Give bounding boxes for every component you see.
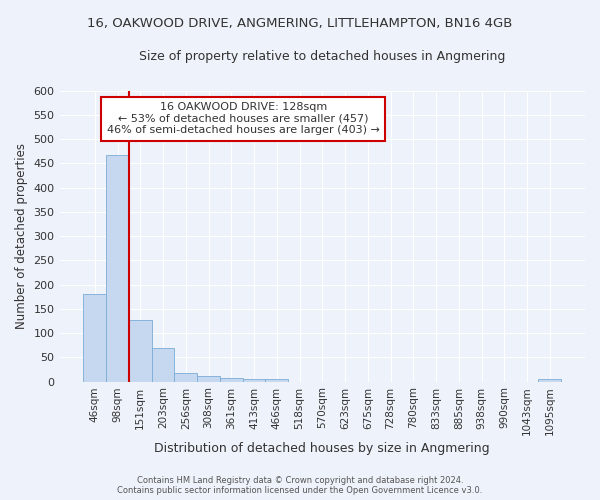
Text: Contains HM Land Registry data © Crown copyright and database right 2024.
Contai: Contains HM Land Registry data © Crown c… <box>118 476 482 495</box>
Title: Size of property relative to detached houses in Angmering: Size of property relative to detached ho… <box>139 50 505 63</box>
Text: 16 OAKWOOD DRIVE: 128sqm
← 53% of detached houses are smaller (457)
46% of semi-: 16 OAKWOOD DRIVE: 128sqm ← 53% of detach… <box>107 102 380 136</box>
Bar <box>220 378 242 382</box>
Bar <box>242 379 265 382</box>
X-axis label: Distribution of detached houses by size in Angmering: Distribution of detached houses by size … <box>154 442 490 455</box>
Bar <box>538 378 561 382</box>
Bar <box>129 320 152 382</box>
Y-axis label: Number of detached properties: Number of detached properties <box>15 143 28 329</box>
Text: 16, OAKWOOD DRIVE, ANGMERING, LITTLEHAMPTON, BN16 4GB: 16, OAKWOOD DRIVE, ANGMERING, LITTLEHAMP… <box>88 18 512 30</box>
Bar <box>197 376 220 382</box>
Bar <box>265 379 288 382</box>
Bar <box>175 373 197 382</box>
Bar <box>152 348 175 382</box>
Bar <box>83 294 106 382</box>
Bar <box>106 154 129 382</box>
